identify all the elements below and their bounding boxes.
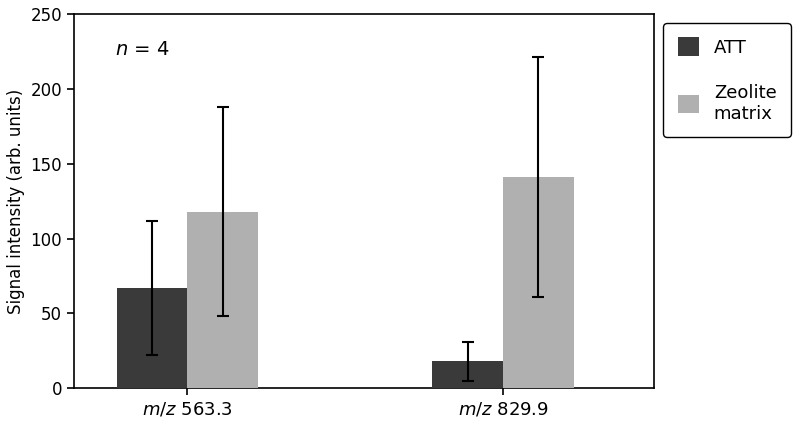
Text: $\mathit{n}$ = 4: $\mathit{n}$ = 4 (115, 40, 169, 59)
Bar (503, 177, 574, 388)
Legend: ATT, Zeolite
matrix: ATT, Zeolite matrix (663, 23, 791, 137)
Bar (433, 361, 503, 388)
Y-axis label: Signal intensity (arb. units): Signal intensity (arb. units) (7, 88, 25, 314)
Bar (188, 212, 258, 388)
Bar (117, 288, 188, 388)
